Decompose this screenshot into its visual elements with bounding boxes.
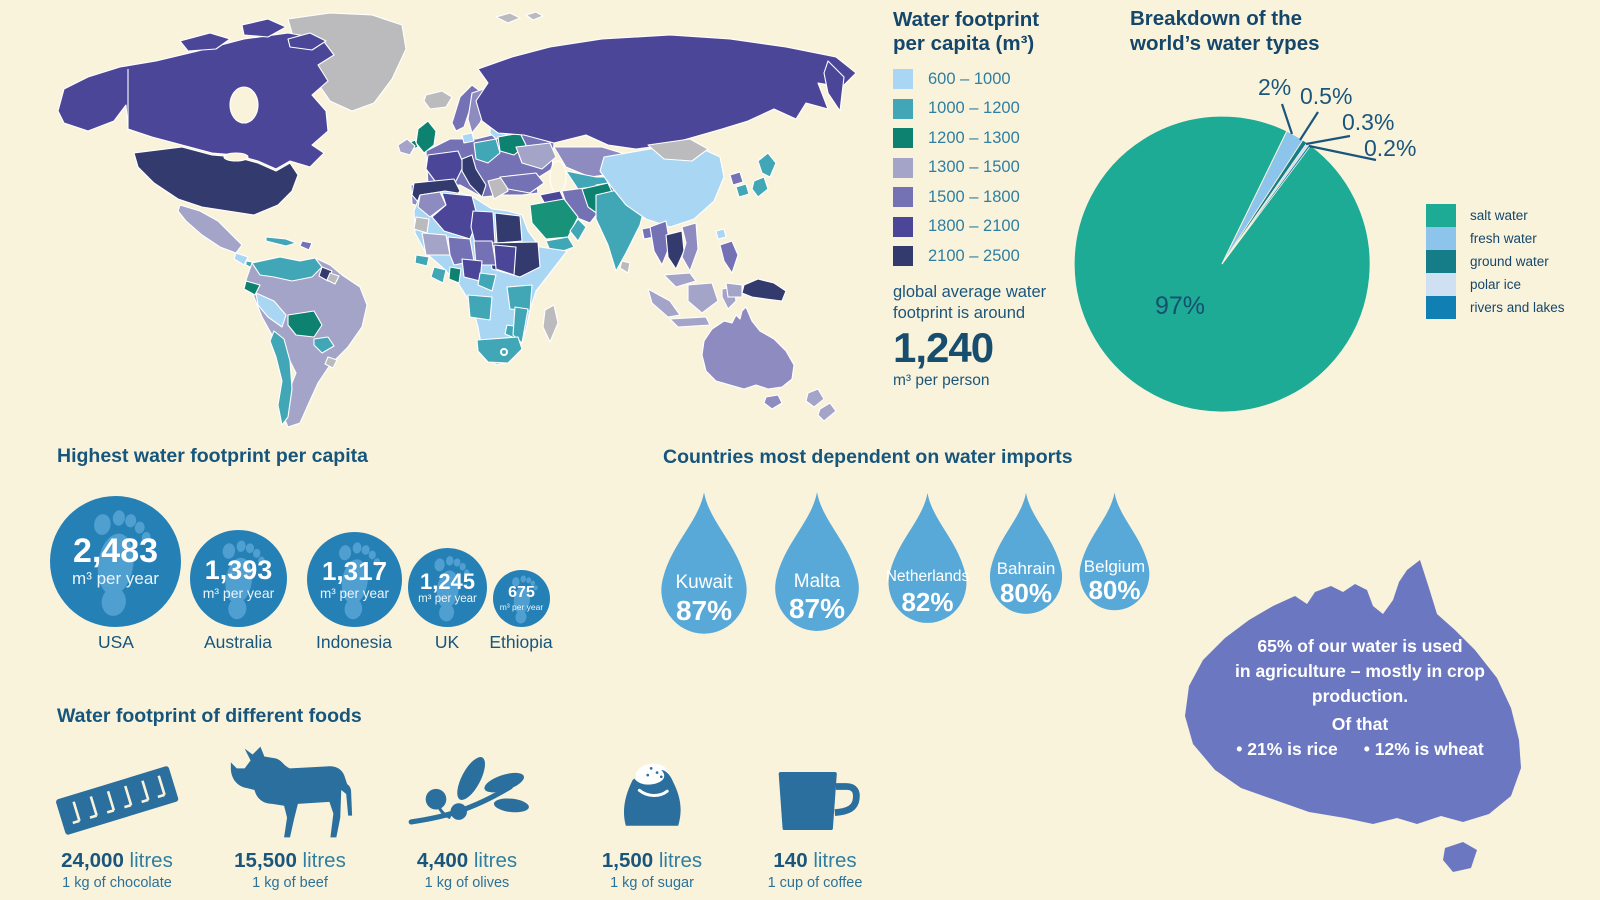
world-map — [57, 11, 857, 428]
footprint-circle-indonesia: 1,317 m³ per year — [307, 532, 402, 627]
pie-salt-label: 97% — [1155, 292, 1206, 320]
global-average-note: global average water footprint is around — [893, 282, 1047, 322]
australia-fact-bullets: Of that • 21% is rice • 12% is wheat — [1236, 714, 1484, 759]
pie-callout-fresh: 2% — [1258, 74, 1292, 100]
chocolate-bar-icon — [56, 766, 179, 835]
olive-branch-icon — [408, 757, 529, 825]
footprint-circle-australia: 1,393 m³ per year — [190, 530, 287, 627]
pie-legend-item: ground water — [1426, 250, 1565, 273]
pie-callout-ground: 0.5% — [1300, 83, 1353, 109]
coffee-mug-icon — [778, 771, 860, 831]
footprint-country-label: USA — [98, 632, 134, 652]
water-drop-icon — [775, 492, 859, 631]
food-item-sugar: 1,500 litres 1 kg of sugar — [557, 722, 747, 891]
pie-leader-lines — [1280, 103, 1377, 162]
footprint-country-label: Ethiopia — [489, 632, 553, 652]
pie-legend-swatch — [1426, 204, 1456, 227]
footprint-circle-usa: 2,483 m³ per year — [50, 496, 181, 627]
food-item-chocolate: 24,000 litres 1 kg of chocolate — [22, 722, 212, 891]
footprint-country-label: Indonesia — [316, 632, 392, 652]
food-item-coffee: 140 litres 1 cup of coffee — [720, 722, 910, 891]
food-item-beef: 15,500 litres 1 kg of beef — [195, 722, 385, 891]
footprint-country-label: Australia — [203, 632, 273, 652]
pie-legend-item: salt water — [1426, 204, 1565, 227]
footprint-circle-ethiopia: 675 m³ per year — [493, 570, 550, 627]
legend-swatch — [893, 216, 913, 237]
legend-item: 2100 – 2500 — [893, 246, 1083, 266]
pie-callout-polar: 0.3% — [1342, 109, 1395, 135]
pie-callout-rivers: 0.2% — [1364, 135, 1417, 161]
legend-item: 1500 – 1800 — [893, 187, 1083, 207]
pie-legend-item: fresh water — [1426, 227, 1565, 250]
legend-swatch — [893, 69, 913, 89]
water-drop-malta: Malta 87% — [766, 489, 868, 646]
foods-heading: Water footprint of different foods — [57, 705, 362, 727]
legend-item: 1000 – 1200 — [893, 98, 1083, 119]
legend-swatch — [893, 98, 913, 119]
legend-swatch — [893, 157, 913, 178]
australia-fact-text: 65% of our water is used in agriculture … — [1235, 636, 1485, 706]
water-drop-netherlands: Netherlands 82% — [880, 490, 975, 637]
pie-legend-swatch — [1426, 273, 1456, 296]
pie-legend: salt water fresh water ground water pola… — [1426, 204, 1565, 319]
water-types-pie-chart — [1073, 103, 1377, 413]
water-drop-icon — [1079, 492, 1150, 611]
water-drop-icon — [661, 492, 747, 634]
footprint-circle-uk: 1,245 m³ per year — [408, 548, 487, 627]
water-drop-kuwait: Kuwait 87% — [652, 489, 756, 649]
footprint-country-label: UK — [434, 632, 460, 652]
water-drop-belgium: Belgium 80% — [1072, 490, 1157, 623]
legend-item: 1200 – 1300 — [893, 128, 1083, 148]
pie-legend-item: polar ice — [1426, 273, 1565, 296]
footprints-heading: Highest water footprint per capita — [57, 445, 368, 467]
pie-title: Breakdown of the world’s water types — [1130, 7, 1320, 55]
pie-legend-swatch — [1426, 250, 1456, 273]
water-drop-icon — [989, 492, 1063, 614]
global-average-unit: m³ per person — [893, 371, 990, 389]
water-drop-bahrain: Bahrain 80% — [982, 490, 1070, 627]
legend-swatch — [893, 246, 913, 266]
pie-legend-item: rivers and lakes — [1426, 296, 1565, 319]
map-legend: Water footprint per capita (m³) 600 – 10… — [893, 8, 1083, 390]
legend-swatch — [893, 187, 913, 207]
legend-item: 1300 – 1500 — [893, 157, 1083, 178]
map-legend-title: Water footprint per capita (m³) — [893, 8, 1040, 55]
imports-heading: Countries most dependent on water import… — [663, 446, 1073, 468]
sugar-sack-icon — [623, 763, 681, 826]
legend-item: 600 – 1000 — [893, 69, 1083, 89]
global-average-value: 1,240 — [893, 323, 994, 371]
legend-swatch — [893, 128, 913, 148]
cow-icon — [230, 746, 353, 838]
pie-legend-swatch — [1426, 296, 1456, 319]
legend-item: 1800 – 2100 — [893, 216, 1083, 237]
australia-map-icon — [1185, 560, 1521, 872]
food-item-olives: 4,400 litres 1 kg of olives — [372, 722, 562, 891]
water-drop-icon — [888, 492, 967, 623]
pie-legend-swatch — [1426, 227, 1456, 250]
